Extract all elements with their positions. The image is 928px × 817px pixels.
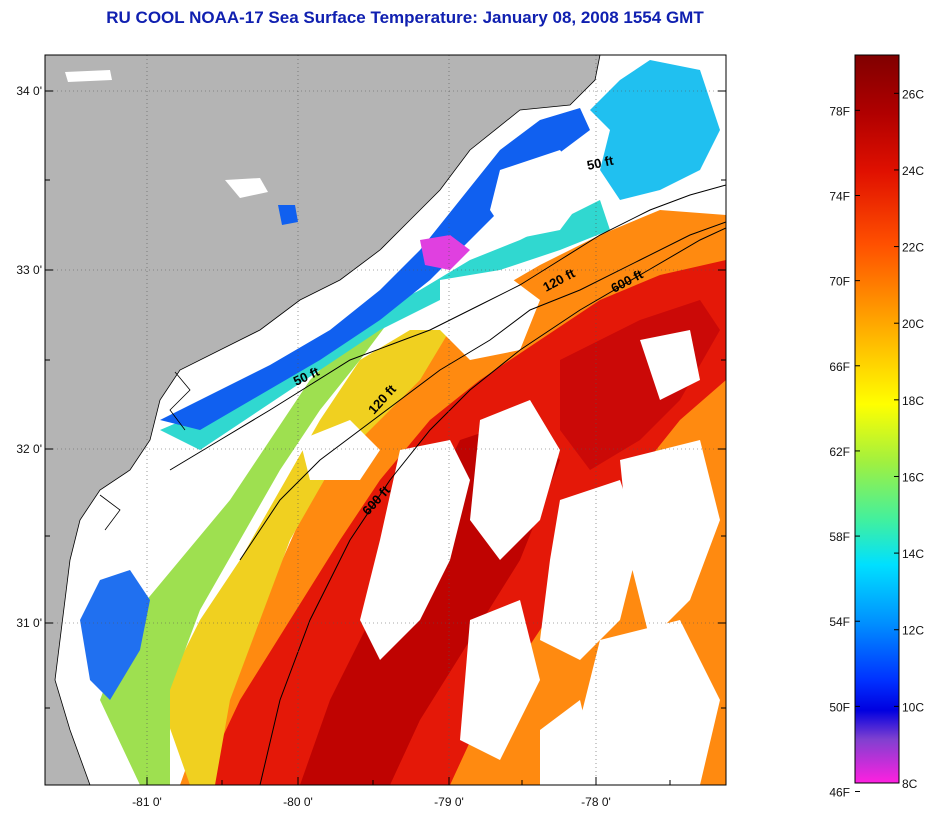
lon-label-81: -81 0' xyxy=(132,795,162,809)
sst-shelf-green xyxy=(100,320,390,785)
cloud-patches xyxy=(70,150,720,785)
map-title: RU COOL NOAA-17 Sea Surface Temperature:… xyxy=(106,8,704,27)
plot-frame xyxy=(44,54,727,786)
sst-shelf-yellow xyxy=(160,330,450,785)
coastline xyxy=(54,55,601,785)
isobath-contours xyxy=(169,184,726,785)
lat-label-32: 32 0' xyxy=(16,442,42,456)
sst-northern-cyan xyxy=(590,60,720,200)
graticule xyxy=(45,55,726,785)
inland-lakes xyxy=(65,70,298,225)
sst-magenta-patch xyxy=(420,235,470,270)
lat-label-31: 31 0' xyxy=(16,616,42,630)
contour-label-50ft-north: 50 ft xyxy=(586,153,616,173)
lat-label-33: 33 0' xyxy=(16,263,42,277)
lat-label-34: 34 0' xyxy=(16,84,42,98)
lon-label-79: -79 0' xyxy=(434,795,464,809)
lon-label-78: -78 0' xyxy=(581,795,611,809)
sst-nearshore-blue xyxy=(160,108,590,430)
land-mass xyxy=(45,55,600,785)
axis-ticks xyxy=(45,90,726,785)
lon-label-80: -80 0' xyxy=(283,795,313,809)
sst-southern-blue xyxy=(80,570,150,700)
